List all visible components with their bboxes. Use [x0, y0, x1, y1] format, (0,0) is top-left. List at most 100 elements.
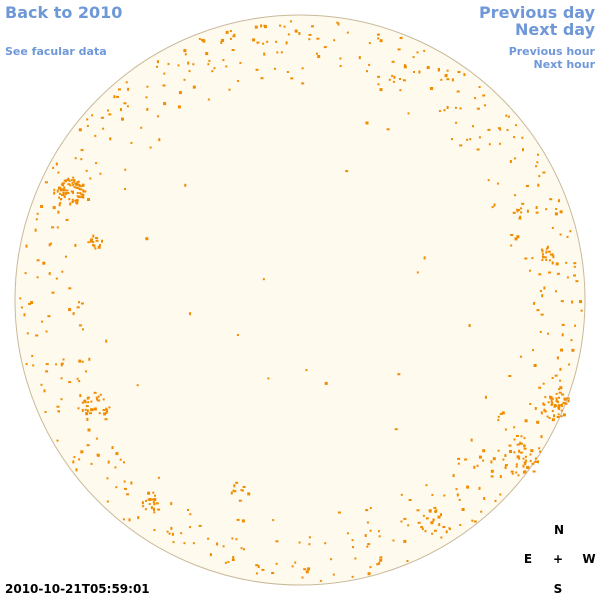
facula-spot — [222, 545, 225, 548]
facula-spot — [497, 419, 500, 422]
facula-spot — [94, 134, 97, 137]
facula-spot — [67, 183, 71, 186]
facula-spot — [549, 253, 552, 256]
facula-spot — [63, 179, 66, 182]
facula-spot — [515, 124, 518, 127]
facula-spot — [264, 25, 267, 29]
facula-spot — [524, 419, 528, 423]
facula-spot — [92, 234, 95, 238]
next-hour-link[interactable]: Next hour — [533, 58, 596, 71]
facula-spot — [243, 548, 245, 551]
facula-spot — [157, 476, 160, 479]
facula-spot — [263, 52, 266, 56]
back-to-year-link[interactable]: Back to 2010 — [5, 3, 123, 22]
facula-spot — [75, 468, 78, 472]
next-day-link[interactable]: Next day — [515, 20, 595, 39]
facula-spot — [516, 235, 520, 239]
facula-spot — [568, 363, 571, 366]
facula-spot — [86, 124, 89, 127]
facula-spot — [377, 530, 380, 533]
facula-spot — [279, 24, 282, 27]
facula-spot — [543, 286, 546, 290]
facula-spot — [263, 24, 266, 27]
facula-spot — [107, 460, 110, 464]
previous-day-link[interactable]: Previous day — [478, 3, 595, 22]
facula-spot — [122, 518, 125, 521]
facula-spot — [431, 493, 434, 496]
facula-spot — [95, 396, 98, 399]
facula-spot — [472, 125, 474, 128]
facula-spot — [524, 257, 528, 260]
facula-spot — [124, 188, 126, 190]
facula-spot — [535, 211, 539, 214]
facula-spot — [130, 141, 133, 144]
facula-spot — [478, 136, 481, 139]
facula-spot — [60, 183, 63, 186]
facula-spot — [559, 367, 562, 371]
facula-spot — [566, 235, 569, 238]
facula-spot — [515, 471, 518, 474]
facula-spot — [48, 243, 51, 247]
facula-spot — [366, 545, 369, 548]
facula-spot — [509, 450, 512, 453]
facula-spot — [80, 184, 83, 187]
facula-spot — [337, 22, 340, 26]
facula-spot — [544, 256, 547, 259]
facula-spot — [154, 494, 156, 497]
facula-spot — [85, 370, 88, 373]
facula-spot — [68, 381, 72, 384]
facula-spot — [493, 203, 496, 207]
previous-hour-link[interactable]: Previous hour — [508, 45, 595, 58]
facula-spot — [540, 411, 543, 415]
facula-spot — [53, 191, 56, 195]
facula-spot — [58, 196, 60, 199]
facula-spot — [119, 458, 122, 461]
facula-spot — [553, 403, 556, 407]
facula-spot — [67, 177, 70, 180]
facula-spot — [145, 237, 149, 241]
facula-spot — [275, 562, 278, 565]
facula-spot — [44, 181, 48, 184]
facula-spot — [552, 255, 555, 259]
facula-spot — [545, 259, 548, 261]
facula-spot — [79, 188, 83, 191]
facula-spot — [537, 460, 539, 464]
facula-spot — [319, 579, 322, 582]
facula-spot — [556, 356, 559, 360]
facula-spot — [440, 536, 443, 539]
facula-spot — [339, 65, 342, 67]
facula-spot — [205, 52, 209, 56]
facula-spot — [459, 524, 462, 526]
facula-spot — [189, 526, 191, 529]
facula-spot — [56, 439, 59, 442]
facula-spot — [379, 39, 383, 43]
facula-spot — [126, 105, 129, 108]
facula-spot — [490, 475, 494, 478]
facula-spot — [59, 188, 63, 192]
facula-spot — [437, 68, 440, 72]
facula-spot — [534, 460, 538, 463]
facula-spot — [103, 412, 107, 416]
facula-spot — [271, 572, 275, 574]
facula-spot — [126, 493, 130, 496]
facula-spot — [78, 380, 81, 382]
facula-spot — [346, 532, 349, 535]
facula-spot — [574, 324, 576, 327]
facula-spot — [569, 230, 572, 233]
facula-spot — [42, 261, 46, 265]
facula-spot — [406, 560, 409, 562]
facula-spot — [513, 438, 516, 441]
see-facular-data-link[interactable]: See facular data — [5, 45, 107, 58]
facula-spot — [79, 192, 82, 195]
facula-spot — [526, 209, 529, 213]
facula-spot — [573, 265, 576, 268]
facula-spot — [267, 377, 270, 380]
facula-spot — [183, 78, 186, 81]
facula-spot — [233, 484, 236, 488]
facula-spot — [532, 470, 536, 473]
facula-spot — [366, 521, 369, 524]
facula-spot — [490, 460, 493, 464]
facula-spot — [50, 242, 53, 245]
facula-spot — [525, 466, 528, 469]
facula-spot — [516, 455, 520, 459]
